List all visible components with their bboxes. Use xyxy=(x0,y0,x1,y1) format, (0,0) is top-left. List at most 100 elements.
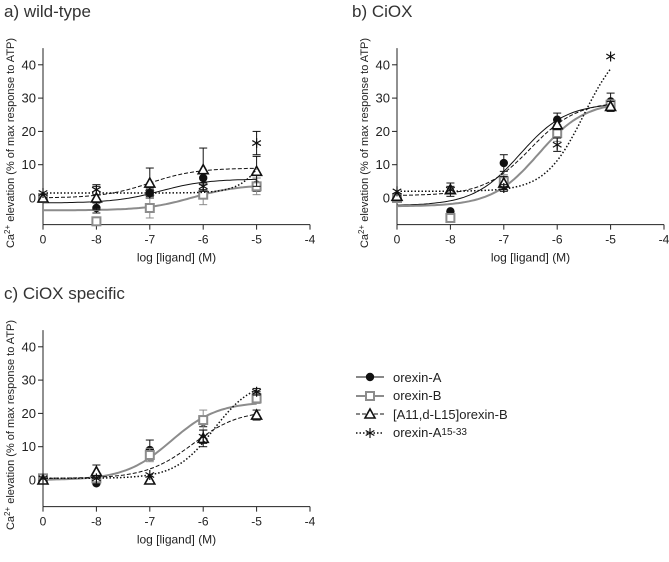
marker-star-stroke xyxy=(251,140,262,147)
y-tick-label: 20 xyxy=(376,124,390,139)
legend-item-orexin-b: orexin-B xyxy=(355,387,508,406)
x-tick-label: -7 xyxy=(498,233,509,247)
y-tick-label: 0 xyxy=(383,191,390,206)
fit-curve-3 xyxy=(397,68,612,193)
panel-a-title: a) wild-type xyxy=(4,2,91,21)
x-tick-label: -4 xyxy=(305,515,316,529)
x-tick-label: 0 xyxy=(394,233,401,247)
fit-curve-2 xyxy=(396,103,611,196)
marker-star-stroke xyxy=(91,475,102,482)
x-tick-label: -5 xyxy=(251,233,262,247)
y-tick-label: 0 xyxy=(29,473,36,488)
marker-triangle xyxy=(250,408,263,420)
y-tick-label: 10 xyxy=(22,157,36,172)
x-axis-label: log [ligand] (M) xyxy=(491,251,570,265)
legend-label: orexin-B xyxy=(393,388,442,404)
marker-circle xyxy=(499,158,508,168)
marker-star-stroke xyxy=(445,186,456,193)
marker-star-stroke xyxy=(499,184,509,192)
marker-star-stroke xyxy=(145,189,155,197)
chart-c: Ca2+ elevation (% of max response to ATP… xyxy=(3,320,316,547)
marker-star-stroke xyxy=(365,429,375,436)
x-tick-label: -7 xyxy=(144,515,155,529)
y-tick-label: 40 xyxy=(22,57,36,72)
marker-star-stroke xyxy=(552,141,562,148)
y-tick-label: 30 xyxy=(22,373,36,388)
marker-square xyxy=(198,189,209,200)
x-tick-label: -8 xyxy=(445,233,456,247)
y-tick-label: 40 xyxy=(22,339,36,354)
y-tick-label: 10 xyxy=(22,439,36,454)
x-axis-label: log [ligand] (M) xyxy=(137,251,216,265)
marker-square xyxy=(91,216,102,227)
marker-triangle xyxy=(250,164,263,177)
legend-item-fragment: orexin-A 15-33 xyxy=(355,424,508,443)
marker-square xyxy=(552,128,563,139)
legend-marker xyxy=(356,407,384,420)
panel-b: Ca2+ elevation (% of max response to ATP… xyxy=(354,0,669,275)
series-orexin-a15-33 xyxy=(38,130,262,199)
y-axis-label: Ca2+ elevation (% of max response to ATP… xyxy=(3,38,17,248)
chart-b: Ca2+ elevation (% of max response to ATP… xyxy=(357,38,669,265)
marker-star-stroke xyxy=(251,388,262,395)
panel-c: Ca2+ elevation (% of max response to ATP… xyxy=(0,282,335,557)
y-tick-label: 0 xyxy=(29,191,36,206)
panel-b-title: b) CiOX xyxy=(352,2,413,21)
x-tick-label: -5 xyxy=(251,515,262,529)
marker-square xyxy=(445,212,456,223)
x-tick-label: -4 xyxy=(305,233,316,247)
y-tick-label: 40 xyxy=(376,57,390,72)
series-orexin-b xyxy=(38,392,262,484)
y-tick-label: 20 xyxy=(22,406,36,421)
series-orexin-a15-33 xyxy=(38,386,262,484)
marker-star-stroke xyxy=(91,186,102,193)
y-tick-label: 30 xyxy=(22,91,36,106)
legend-subscript: 15-33 xyxy=(441,427,467,439)
x-tick-label: -6 xyxy=(552,233,563,247)
marker-star-stroke xyxy=(145,471,155,479)
legend-item-orexin-a: orexin-A xyxy=(355,368,508,387)
marker-square xyxy=(144,202,155,213)
marker-star-stroke xyxy=(198,433,208,440)
fit-curve-3 xyxy=(43,389,257,480)
y-axis-label: Ca2+ elevation (% of max response to ATP… xyxy=(357,38,371,248)
marker-triangle xyxy=(550,118,564,130)
x-tick-label: 0 xyxy=(40,233,47,247)
x-tick-label: -4 xyxy=(659,233,669,247)
marker-star-stroke xyxy=(605,53,616,60)
marker-star-stroke xyxy=(38,189,48,197)
marker-triangle xyxy=(143,176,157,188)
x-tick-label: -7 xyxy=(144,233,155,247)
panel-c-title: c) CiOX specific xyxy=(4,284,125,303)
legend-label: orexin-A xyxy=(393,425,442,441)
legend-item-analog: [A11,d-L15]orexin-B xyxy=(355,405,508,424)
x-tick-label: -6 xyxy=(198,515,209,529)
marker-triangle xyxy=(196,163,210,175)
marker-star-stroke xyxy=(198,183,208,190)
x-tick-label: -5 xyxy=(605,233,616,247)
marker-square xyxy=(365,390,375,401)
series-orexin-a xyxy=(392,92,615,216)
marker-triangle xyxy=(90,191,103,203)
chart-a: Ca2+ elevation (% of max response to ATP… xyxy=(3,38,316,265)
y-tick-label: 20 xyxy=(22,124,36,139)
legend-marker xyxy=(356,373,384,382)
marker-star-stroke xyxy=(392,188,402,195)
legend-label: orexin-A xyxy=(393,369,442,385)
marker-star-stroke xyxy=(38,475,48,482)
y-tick-label: 10 xyxy=(376,157,390,172)
y-tick-label: 30 xyxy=(376,91,390,106)
marker-square xyxy=(144,450,155,461)
x-axis-label: log [ligand] (M) xyxy=(137,533,216,547)
marker-square xyxy=(198,415,209,426)
legend-marker xyxy=(356,390,384,401)
x-tick-label: -6 xyxy=(198,233,209,247)
marker-triangle xyxy=(604,99,617,112)
legend: orexin-A orexin-B [A11,d-L15]orexin-B or… xyxy=(355,368,508,442)
marker-circle xyxy=(365,373,375,382)
panel-a: Ca2+ elevation (% of max response to ATP… xyxy=(0,0,335,275)
x-tick-label: -8 xyxy=(91,233,102,247)
series-orexin-a15-33 xyxy=(392,51,616,197)
fit-curve-3 xyxy=(43,168,258,194)
x-tick-label: 0 xyxy=(40,515,47,529)
